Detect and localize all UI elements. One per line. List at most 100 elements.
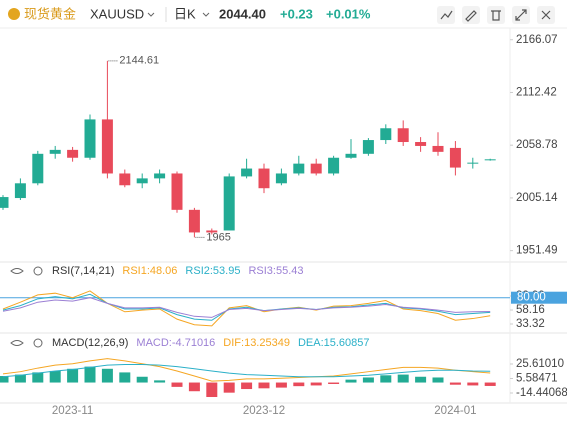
- indicator-line: [2, 297, 491, 318]
- y-tick-label: 5.58471: [516, 373, 558, 385]
- change: +0.23: [280, 6, 313, 21]
- indicator-line: [2, 363, 491, 378]
- x-tick-label: 2023-11: [52, 405, 93, 417]
- macd-bar: [241, 382, 253, 390]
- macd-bar: [154, 380, 166, 383]
- y-tick-label: 25.61010: [516, 358, 564, 370]
- macd-bar: [345, 379, 357, 383]
- legend-entry: MACD:-4.71016: [136, 337, 215, 349]
- macd-bar: [380, 375, 392, 383]
- reference-label: 80.00: [517, 292, 546, 304]
- instrument-name: 现货黄金: [24, 6, 76, 21]
- x-tick-label: 2023-12: [243, 405, 285, 417]
- indicator-line: [2, 358, 491, 382]
- candle-body: [467, 162, 479, 164]
- candle-body: [258, 168, 270, 189]
- candle-body: [345, 153, 357, 158]
- macd-bar: [206, 382, 218, 398]
- tool-icon: [541, 10, 551, 20]
- candle-body: [415, 142, 427, 146]
- legend-entry: RSI1:48.06: [122, 265, 177, 277]
- candle-body: [362, 140, 374, 154]
- candle-body: [432, 145, 444, 152]
- candle-body: [171, 173, 183, 210]
- candle-body: [484, 159, 496, 161]
- candle-body: [84, 119, 96, 158]
- candle-body: [49, 149, 61, 154]
- candle-body: [206, 230, 218, 233]
- interval[interactable]: 日K: [174, 6, 196, 21]
- extreme-label: 2144.61: [119, 55, 159, 67]
- candle-body: [67, 149, 79, 158]
- legend-entry: RSI2:53.95: [185, 265, 240, 277]
- candle-body: [310, 163, 322, 174]
- settings-icon[interactable]: [33, 338, 43, 348]
- y-tick-label: 2058.78: [516, 139, 558, 151]
- macd-bar: [467, 382, 479, 386]
- macd-bar: [397, 374, 409, 383]
- symbol[interactable]: XAUUSD: [90, 6, 144, 21]
- macd-bar: [49, 370, 61, 383]
- y-tick-label: 2112.42: [516, 86, 557, 98]
- macd-bar: [14, 374, 26, 383]
- macd-bar: [449, 382, 461, 385]
- macd-bar: [432, 377, 444, 383]
- tool-button[interactable]: [487, 6, 505, 24]
- y-tick-label: 58.16: [516, 304, 545, 316]
- candle-body: [136, 178, 148, 184]
- macd-bar: [362, 377, 374, 383]
- candle-body: [397, 128, 409, 143]
- settings-icon[interactable]: [33, 266, 43, 276]
- gold-icon: [8, 8, 20, 20]
- macd-bar: [84, 366, 96, 383]
- candle-body: [188, 209, 200, 233]
- candle-body: [154, 173, 166, 179]
- indicator-title: RSI(7,14,21): [52, 265, 114, 277]
- indicator-line: [2, 290, 491, 327]
- macd-bar: [310, 382, 322, 386]
- legend-entry: DEA:15.60857: [298, 337, 370, 349]
- candle-body: [101, 119, 113, 174]
- candle-body: [380, 128, 392, 141]
- y-tick-label: -14.44068: [516, 387, 567, 399]
- indicator-title: MACD(12,26,9): [52, 337, 128, 349]
- macd-bar: [328, 382, 340, 384]
- macd-bar: [223, 382, 235, 393]
- tool-button[interactable]: [462, 6, 480, 24]
- candle-body: [275, 173, 287, 184]
- dropdown-icon[interactable]: [147, 12, 155, 17]
- macd-bar: [119, 372, 131, 383]
- candle-body: [14, 183, 26, 199]
- change-pct: +0.01%: [326, 6, 371, 21]
- dropdown-icon[interactable]: [202, 12, 210, 17]
- candle-body: [119, 173, 131, 186]
- macd-bar: [136, 376, 148, 383]
- candle-body: [293, 163, 305, 174]
- eye-icon[interactable]: [10, 340, 24, 346]
- indicator-line: [2, 293, 491, 321]
- tool-icon: [440, 10, 453, 20]
- y-tick-label: 33.32: [516, 318, 545, 330]
- price: 2044.40: [219, 6, 266, 21]
- candle-body: [449, 147, 461, 168]
- candle-body: [223, 176, 235, 231]
- macd-bar: [275, 382, 287, 388]
- macd-bar: [415, 376, 427, 383]
- y-tick-label: 2166.07: [516, 34, 558, 46]
- legend-entry: RSI3:55.43: [248, 265, 303, 277]
- macd-bar: [258, 382, 270, 389]
- eye-icon[interactable]: [10, 268, 24, 274]
- tool-icon: [515, 9, 527, 21]
- tool-icon: [465, 10, 477, 22]
- candle-body: [32, 153, 44, 184]
- macd-bar: [188, 382, 200, 392]
- macd-bar: [32, 372, 44, 383]
- macd-bar: [101, 368, 113, 383]
- x-tick-label: 2024-01: [434, 405, 476, 417]
- candle-body: [241, 168, 253, 177]
- y-tick-label: 2005.14: [516, 192, 558, 204]
- y-tick-label: 1951.49: [516, 245, 558, 257]
- candle-body: [0, 197, 9, 208]
